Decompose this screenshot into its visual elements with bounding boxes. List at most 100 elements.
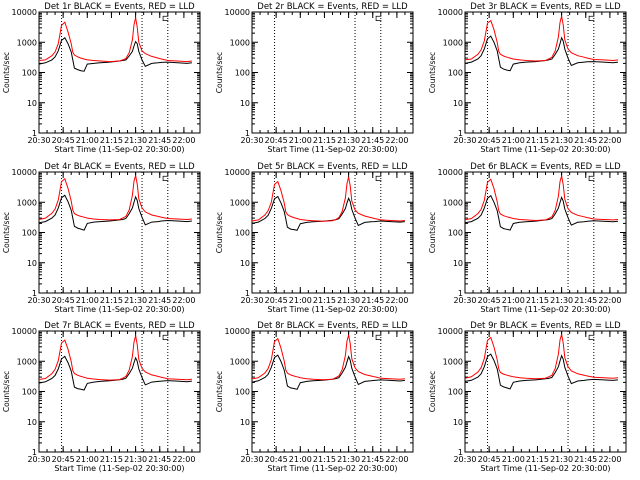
x-axis-label: Start Time (11-Sep-02 20:30:00) bbox=[54, 305, 184, 314]
y-tick-label: 10 bbox=[27, 259, 37, 268]
y-tick-label: 1 bbox=[245, 448, 250, 457]
x-tick-label: 20:45 bbox=[478, 136, 501, 145]
y-axis-label: Counts/sec bbox=[428, 212, 437, 253]
x-tick-label: 20:30 bbox=[240, 136, 263, 145]
y-tick-label: 10 bbox=[240, 259, 250, 268]
panel-title: Det 2r BLACK = Events, RED = LLD bbox=[257, 2, 408, 12]
x-tick-label: 21:15 bbox=[526, 455, 549, 464]
y-tick-label: 1000 bbox=[230, 357, 250, 366]
x-tick-label: 20:30 bbox=[27, 455, 50, 464]
series-line-events bbox=[251, 354, 405, 390]
series-line-lld bbox=[38, 17, 192, 63]
x-tick-label: 21:15 bbox=[313, 136, 336, 145]
x-tick-label: 21:00 bbox=[76, 136, 99, 145]
y-tick-label: 10 bbox=[453, 99, 463, 108]
y-tick-label: 1 bbox=[458, 289, 463, 298]
plot-frame bbox=[38, 11, 201, 134]
y-tick-label: 100 bbox=[448, 388, 463, 397]
x-tick-label: 20:30 bbox=[27, 296, 50, 305]
series-line-lld bbox=[38, 335, 192, 381]
y-tick-label: 1000 bbox=[17, 38, 37, 47]
x-tick-label: 20:45 bbox=[478, 296, 501, 305]
x-tick-label: 21:45 bbox=[361, 455, 384, 464]
series-line-lld bbox=[251, 334, 405, 381]
x-tick-label: 21:15 bbox=[313, 455, 336, 464]
series-line-lld bbox=[251, 176, 405, 222]
panel-6: Det 6r BLACK = Events, RED = LLD ⊏ 1 10 100 1… bbox=[428, 162, 627, 314]
x-tick-label: 21:00 bbox=[289, 136, 312, 145]
panel-title: Det 1r BLACK = Events, RED = LLD bbox=[44, 2, 195, 12]
x-tick-label: 21:30 bbox=[124, 296, 147, 305]
plot-frame bbox=[251, 330, 414, 453]
x-tick-label: 22:00 bbox=[385, 136, 408, 145]
series-line-lld bbox=[464, 16, 619, 62]
y-tick-label: 10000 bbox=[438, 8, 463, 17]
panel-title: Det 5r BLACK = Events, RED = LLD bbox=[257, 162, 408, 172]
x-tick-label: 20:45 bbox=[52, 136, 75, 145]
x-tick-label: 22:00 bbox=[598, 296, 621, 305]
panel-7: Det 7r BLACK = Events, RED = LLD ⊏ 1 10 100 1… bbox=[2, 321, 201, 473]
y-tick-label: 10 bbox=[27, 418, 37, 427]
x-tick-label: 21:15 bbox=[526, 296, 549, 305]
panel-title: Det 8r BLACK = Events, RED = LLD bbox=[257, 321, 408, 331]
x-tick-label: 21:15 bbox=[100, 296, 123, 305]
y-tick-label: 10000 bbox=[225, 168, 250, 177]
x-axis-label: Start Time (11-Sep-02 20:30:00) bbox=[267, 305, 397, 314]
panel-title: Det 9r BLACK = Events, RED = LLD bbox=[470, 321, 621, 331]
x-tick-label: 20:30 bbox=[453, 296, 476, 305]
x-tick-label: 21:00 bbox=[289, 296, 312, 305]
y-tick-label: 1 bbox=[32, 448, 37, 457]
x-tick-label: 21:00 bbox=[289, 455, 312, 464]
plot-frame bbox=[38, 330, 201, 453]
x-tick-label: 21:45 bbox=[361, 136, 384, 145]
plot-frame bbox=[38, 171, 201, 294]
y-axis-label: Counts/sec bbox=[2, 371, 11, 412]
plot-frame bbox=[464, 330, 627, 453]
y-tick-label: 100 bbox=[235, 229, 250, 238]
x-tick-label: 21:30 bbox=[337, 136, 360, 145]
x-axis-label: Start Time (11-Sep-02 20:30:00) bbox=[54, 145, 184, 154]
y-tick-label: 1 bbox=[245, 129, 250, 138]
x-axis-label: Start Time (11-Sep-02 20:30:00) bbox=[480, 145, 610, 154]
x-tick-label: 20:45 bbox=[265, 136, 288, 145]
y-tick-label: 1 bbox=[32, 289, 37, 298]
x-tick-label: 20:30 bbox=[240, 455, 263, 464]
x-tick-label: 21:30 bbox=[337, 455, 360, 464]
x-tick-label: 21:00 bbox=[502, 455, 525, 464]
x-tick-label: 20:45 bbox=[478, 455, 501, 464]
y-tick-label: 10000 bbox=[225, 8, 250, 17]
series-line-lld bbox=[464, 334, 619, 380]
y-tick-label: 100 bbox=[235, 69, 250, 78]
x-axis-label: Start Time (11-Sep-02 20:30:00) bbox=[267, 145, 397, 154]
series-line-lld bbox=[464, 175, 619, 222]
x-tick-label: 21:30 bbox=[550, 136, 573, 145]
x-tick-label: 21:45 bbox=[574, 296, 597, 305]
y-axis-label: Counts/sec bbox=[215, 212, 224, 253]
x-tick-label: 22:00 bbox=[172, 455, 195, 464]
bracket-marker: ⊏ bbox=[588, 174, 596, 184]
x-tick-label: 22:00 bbox=[172, 136, 195, 145]
panel-title: Det 3r BLACK = Events, RED = LLD bbox=[470, 2, 621, 12]
y-axis-label: Counts/sec bbox=[2, 52, 11, 93]
series-line-events bbox=[464, 35, 619, 72]
y-tick-label: 1000 bbox=[443, 38, 463, 47]
panel-5: Det 5r BLACK = Events, RED = LLD ⊏ 1 10 100 1… bbox=[215, 162, 414, 314]
bracket-marker: ⊏ bbox=[375, 174, 383, 184]
panel-title: Det 6r BLACK = Events, RED = LLD bbox=[470, 162, 621, 172]
panel-2: Det 2r BLACK = Events, RED = LLD ⊏ 1 10 100 1… bbox=[215, 2, 414, 154]
bracket-marker: ⊏ bbox=[162, 333, 170, 343]
bracket-marker: ⊏ bbox=[588, 14, 596, 24]
x-tick-label: 21:15 bbox=[100, 455, 123, 464]
panel-4: Det 4r BLACK = Events, RED = LLD ⊏ 1 10 100 1… bbox=[2, 162, 201, 314]
y-tick-label: 10000 bbox=[12, 8, 37, 17]
series-line-lld bbox=[38, 175, 192, 221]
x-tick-label: 20:30 bbox=[27, 136, 50, 145]
x-tick-label: 22:00 bbox=[598, 136, 621, 145]
y-tick-label: 1 bbox=[458, 129, 463, 138]
y-axis-label: Counts/sec bbox=[428, 371, 437, 412]
x-tick-label: 21:45 bbox=[574, 136, 597, 145]
panel-8: Det 8r BLACK = Events, RED = LLD ⊏ 1 10 100 1… bbox=[215, 321, 414, 473]
x-tick-label: 20:45 bbox=[52, 296, 75, 305]
series-line-events bbox=[251, 195, 405, 231]
y-tick-label: 1000 bbox=[443, 357, 463, 366]
